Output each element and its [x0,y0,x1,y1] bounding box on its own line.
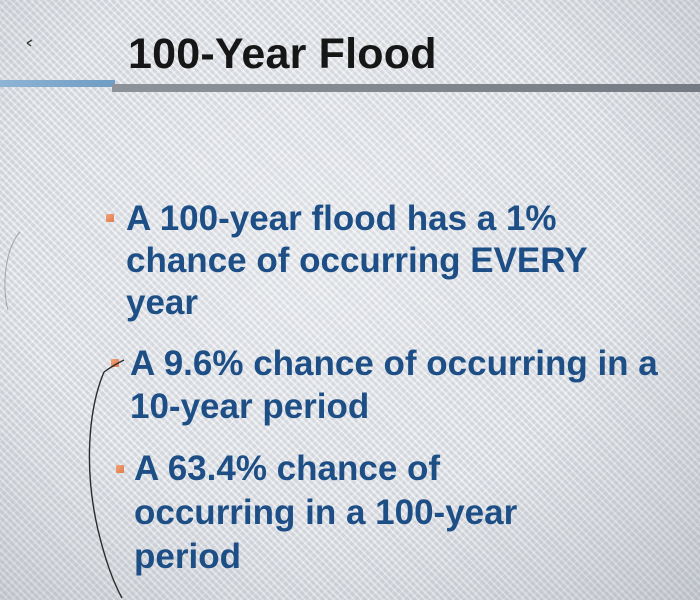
bullet-text-3: A 63.4% chance of occurring in a 100-yea… [134,449,518,576]
title-rule [112,84,700,92]
bullet-item-2: A 9.6% chance of occurring in a 10-year … [111,342,670,428]
title-rule-accent [0,80,115,87]
slide-title: 100-Year Flood [128,30,437,78]
bullet-marker-icon [111,359,119,367]
bullet-marker-icon [116,465,124,473]
bullet-item-3: A 63.4% chance of occurring in a 100-yea… [116,447,594,579]
bullet-item-1: A 100-year flood has a 1% chance of occu… [106,198,666,324]
bullet-text-1: A 100-year flood has a 1% chance of occu… [126,199,587,322]
bullet-text-2: A 9.6% chance of occurring in a 10-year … [130,344,658,426]
bullet-marker-icon [106,214,114,222]
